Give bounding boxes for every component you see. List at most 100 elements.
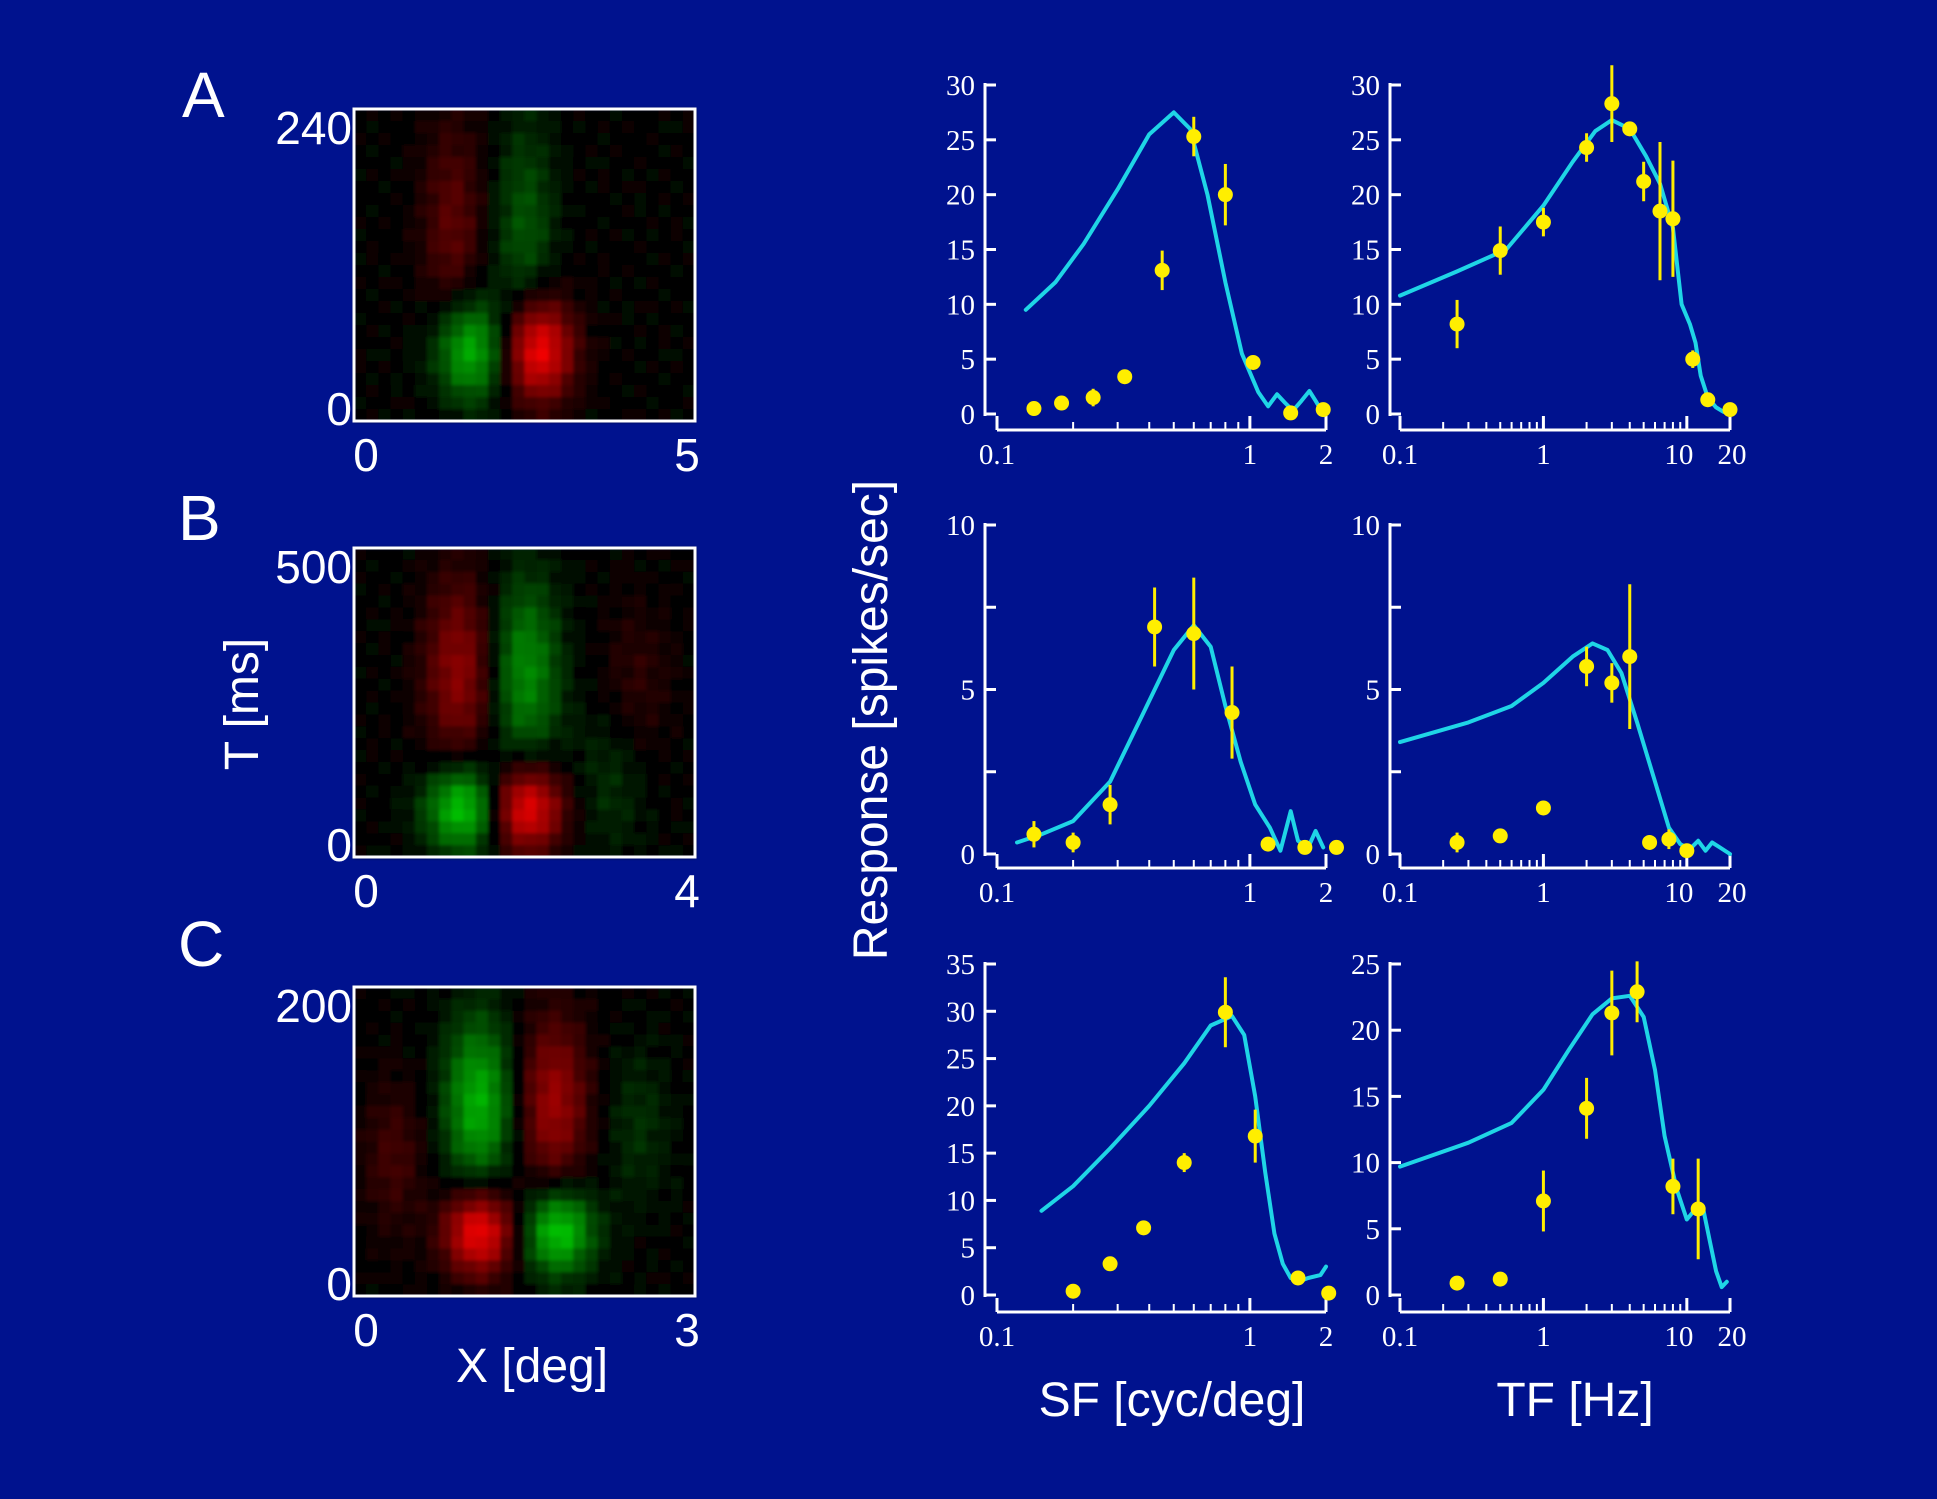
heatmap-cell	[585, 571, 599, 585]
heatmap-cell	[512, 1248, 526, 1261]
heatmap-cell	[378, 205, 392, 218]
heatmap-cell	[536, 1236, 550, 1250]
heatmap-cell	[439, 1212, 453, 1226]
heatmap-cell	[634, 1224, 647, 1238]
heatmap-cell	[451, 1129, 465, 1143]
heatmap-cell	[670, 571, 684, 585]
heatmap-cell	[451, 1248, 465, 1261]
heatmap-cell	[597, 133, 611, 146]
heatmap-cell	[670, 1200, 684, 1214]
heatmap-cell	[366, 1070, 379, 1083]
heatmap-cell	[670, 702, 684, 715]
heatmap-x-tick-label: 0	[353, 865, 379, 917]
heatmap-cell	[463, 571, 477, 585]
y-tick-label: 0	[961, 1280, 976, 1312]
heatmap-cell	[451, 821, 465, 834]
heatmap-cell	[500, 595, 513, 609]
heatmap-cell	[536, 193, 550, 206]
heatmap-cell	[548, 809, 562, 822]
heatmap-cell	[646, 277, 660, 290]
y-tick-label: 5	[1366, 1214, 1381, 1246]
heatmap-frame	[352, 985, 697, 1298]
model-fit-curve	[1039, 1014, 1328, 1284]
heatmap-cell	[475, 337, 489, 350]
heatmap-cell	[512, 1010, 526, 1024]
heatmap-cell	[427, 1236, 440, 1250]
heatmap-cell	[597, 1022, 611, 1036]
heatmap-cell	[621, 1046, 635, 1059]
heatmap-cell	[682, 1260, 696, 1273]
heatmap-cell	[682, 169, 696, 182]
y-tick-label: 30	[946, 996, 975, 1028]
heatmap-cell	[646, 702, 660, 715]
heatmap-cell	[414, 1070, 428, 1083]
heatmap-cell	[390, 217, 404, 230]
heatmap-cell	[621, 1272, 635, 1285]
heatmap-cell	[378, 1177, 392, 1190]
heatmap-cell	[573, 714, 586, 727]
heatmap-cell	[475, 607, 489, 620]
heatmap-cell	[561, 1046, 574, 1059]
heatmap-cell	[621, 349, 635, 362]
data-point	[1629, 984, 1645, 1000]
heatmap-cell	[573, 1284, 586, 1297]
heatmap-cell	[524, 1058, 538, 1071]
data-point	[1117, 369, 1133, 385]
heatmap-cell	[658, 1058, 672, 1071]
heatmap-cell	[463, 726, 477, 739]
heatmap-cell	[427, 277, 440, 290]
heatmap-cell	[354, 643, 367, 656]
heatmap-cell	[378, 595, 392, 609]
heatmap-cell	[548, 987, 562, 1000]
heatmap-cell	[487, 833, 501, 846]
heatmap-cell	[500, 821, 513, 834]
heatmap-cell	[451, 738, 465, 751]
heatmap-cell	[487, 277, 501, 290]
heatmap-cell	[597, 1129, 611, 1143]
heatmap-cell	[390, 241, 404, 254]
heatmap-cell	[512, 1177, 526, 1190]
heatmap-cell	[597, 1153, 611, 1166]
heatmap-cell	[512, 607, 526, 620]
heatmap-cell	[475, 253, 489, 266]
heatmap-cell	[487, 797, 501, 811]
heatmap-cell	[439, 169, 453, 182]
data-point	[1247, 1128, 1263, 1144]
heatmap-cell	[463, 1129, 477, 1143]
heatmap-cell	[366, 1248, 379, 1261]
heatmap-cell	[597, 833, 611, 846]
heatmap-cell	[609, 1236, 623, 1250]
heatmap-cell	[646, 1272, 660, 1285]
heatmap-cell	[561, 726, 574, 739]
heatmap-cell	[609, 678, 623, 692]
heatmap-cell	[463, 1189, 477, 1202]
heatmap-cell	[366, 1082, 379, 1095]
heatmap-cell	[646, 833, 660, 846]
heatmap-cell	[366, 277, 379, 290]
heatmap-cell	[354, 1093, 367, 1107]
heatmap-cell	[585, 998, 599, 1012]
heatmap-cell	[378, 1165, 392, 1178]
heatmap-cell	[463, 761, 477, 775]
heatmap-cell	[512, 1200, 526, 1214]
heatmap-cell	[427, 109, 440, 122]
heatmap-cell	[512, 205, 526, 218]
heatmap-cell	[414, 571, 428, 585]
heatmap-cell	[682, 666, 696, 680]
heatmap-cell	[561, 595, 574, 609]
heatmap-cell	[414, 121, 428, 134]
heatmap-cell	[634, 1046, 647, 1059]
heatmap-cell	[475, 845, 489, 858]
heatmap-cell	[573, 1272, 586, 1285]
heatmap-cell	[634, 833, 647, 846]
heatmap-cell	[427, 313, 440, 326]
heatmap-cell	[609, 987, 623, 1000]
heatmap-cell	[658, 595, 672, 609]
heatmap-cell	[561, 1093, 574, 1107]
data-point	[1661, 831, 1677, 847]
heatmap-cell	[561, 205, 574, 218]
data-point	[1065, 834, 1081, 850]
heatmap-cell	[487, 193, 501, 206]
heatmap-cell	[585, 145, 599, 158]
heatmap-cell	[451, 998, 465, 1012]
